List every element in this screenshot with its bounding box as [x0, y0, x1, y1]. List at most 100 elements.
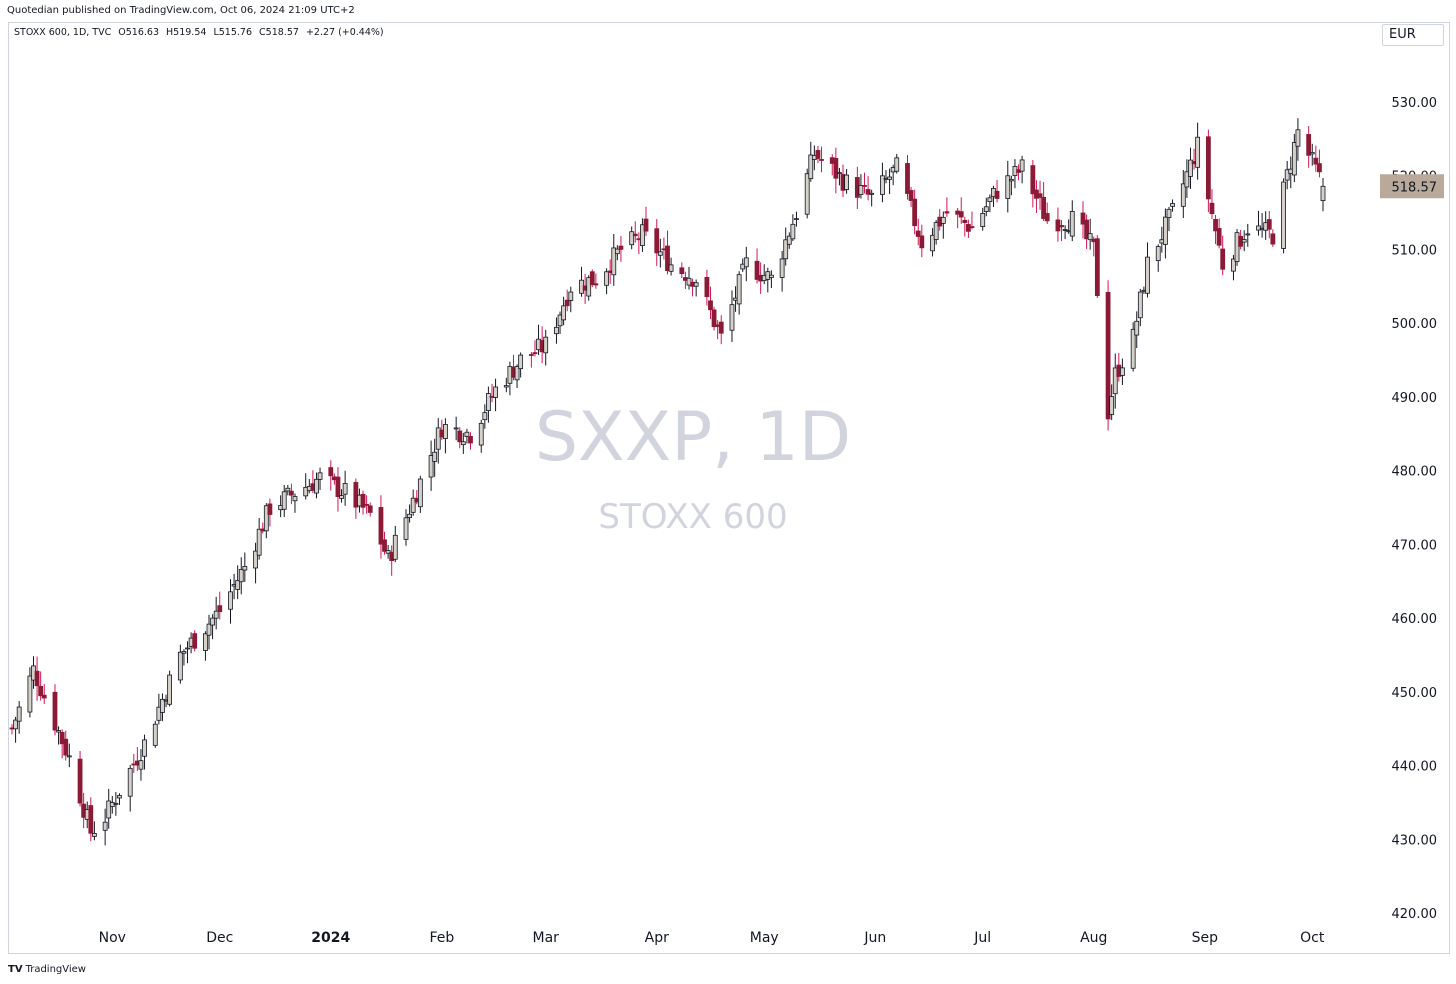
- candle-body: [1195, 136, 1201, 168]
- candle-body: [106, 800, 112, 819]
- x-tick-label: Mar: [533, 930, 560, 946]
- candle-body: [1087, 233, 1093, 241]
- candle-body: [464, 431, 470, 437]
- candle-body: [543, 336, 549, 354]
- candle-body: [317, 472, 323, 480]
- candle-body: [1059, 225, 1064, 228]
- x-axis[interactable]: Nov Dec 2024 Feb Mar Apr May Jun Jul Aug Sep Oct: [99, 930, 1325, 946]
- x-tick-label: Apr: [645, 930, 669, 946]
- candle-body: [281, 491, 287, 510]
- y-tick-label: 530.00: [1392, 96, 1438, 111]
- candle-body: [718, 321, 724, 334]
- candle-body: [303, 487, 309, 497]
- candle-body: [478, 422, 484, 446]
- candle-body: [1213, 219, 1218, 232]
- candle-body: [589, 271, 595, 285]
- high-value: H519.54: [166, 27, 207, 38]
- candle-body: [235, 580, 241, 590]
- x-tick-label: May: [750, 930, 779, 946]
- candle-body: [63, 738, 69, 756]
- candle-body: [1120, 367, 1125, 376]
- candle-body: [962, 219, 968, 224]
- candle-body: [339, 495, 344, 499]
- candle-body: [364, 504, 370, 506]
- y-axis[interactable]: 530.00520.00510.00500.00490.00480.00470.…: [1392, 96, 1438, 922]
- candle-body: [486, 393, 491, 412]
- tradingview-brand[interactable]: TV TradingView: [8, 964, 86, 975]
- y-tick-label: 430.00: [1392, 833, 1438, 848]
- candle-body: [1030, 165, 1036, 195]
- publisher-line: Quotedian published on TradingView.com, …: [7, 5, 355, 16]
- candle-body: [432, 451, 438, 462]
- x-tick-label: Nov: [99, 930, 126, 946]
- candle-body: [1062, 229, 1068, 231]
- candle-body: [586, 277, 592, 297]
- candle-body: [693, 282, 699, 287]
- currency-button[interactable]: EUR: [1382, 24, 1444, 46]
- candle-body: [618, 245, 624, 250]
- candle-body: [561, 305, 567, 321]
- x-tick-label: Jun: [863, 930, 886, 946]
- y-tick-label: 510.00: [1392, 243, 1438, 258]
- y-tick-label: 490.00: [1392, 391, 1438, 406]
- candle-body: [940, 216, 946, 224]
- candle-body: [217, 605, 223, 613]
- candle-body: [428, 455, 434, 478]
- candle-body: [629, 231, 635, 246]
- watermark-symbol: SXXP, 1D: [535, 398, 851, 477]
- candle-body: [1019, 159, 1025, 172]
- candle-body: [117, 795, 122, 799]
- candle-body: [858, 185, 864, 195]
- candle-body: [969, 226, 975, 228]
- candle-body: [1266, 219, 1272, 230]
- candle-body: [1084, 219, 1089, 240]
- candle-body: [292, 496, 298, 502]
- candle-body: [34, 670, 40, 687]
- candle-body: [410, 497, 416, 513]
- candle-body: [27, 675, 33, 713]
- candle-body: [1134, 320, 1140, 336]
- candle-body: [640, 224, 645, 246]
- candle-body: [127, 767, 133, 797]
- candle-body: [493, 386, 498, 398]
- candle-body: [944, 211, 950, 214]
- candle-body: [417, 478, 423, 508]
- tradingview-label: TradingView: [25, 964, 86, 975]
- candle-body: [987, 197, 993, 203]
- last-price-text: 518.57: [1392, 180, 1438, 195]
- candle-body: [815, 150, 821, 159]
- candle-body: [1291, 142, 1297, 176]
- candle-body: [335, 476, 341, 498]
- candle-body: [181, 651, 187, 654]
- candle-body: [790, 223, 796, 240]
- candle-body: [1130, 328, 1136, 369]
- candle-body: [1109, 396, 1115, 415]
- open-value: O516.63: [118, 27, 159, 38]
- candle-body: [654, 228, 660, 254]
- candle-body: [1080, 212, 1086, 225]
- candle-body: [933, 222, 939, 240]
- candle-body: [1320, 185, 1326, 201]
- candle-body: [643, 218, 649, 232]
- low-value: L515.76: [213, 27, 252, 38]
- candle-body: [242, 566, 248, 571]
- candle-body: [66, 755, 72, 758]
- candle-body: [167, 674, 173, 705]
- candle-body: [862, 185, 867, 187]
- candle-body: [912, 198, 918, 227]
- candle-body: [1105, 292, 1111, 420]
- candle-body: [443, 424, 448, 439]
- candle-body: [632, 233, 638, 237]
- change-value: +2.27 (+0.44%): [305, 27, 384, 38]
- tradingview-logo-icon: TV: [8, 964, 23, 975]
- candle-body: [808, 154, 814, 180]
- candle-body: [679, 267, 685, 275]
- candle-body: [56, 730, 61, 733]
- symbol-line[interactable]: STOXX 600, 1D, TVC: [14, 27, 112, 38]
- last-price-badge: [1380, 174, 1444, 199]
- candle-body: [1166, 208, 1172, 218]
- candle-body: [919, 235, 925, 249]
- candle-body: [1313, 157, 1319, 165]
- candle-body: [614, 248, 620, 255]
